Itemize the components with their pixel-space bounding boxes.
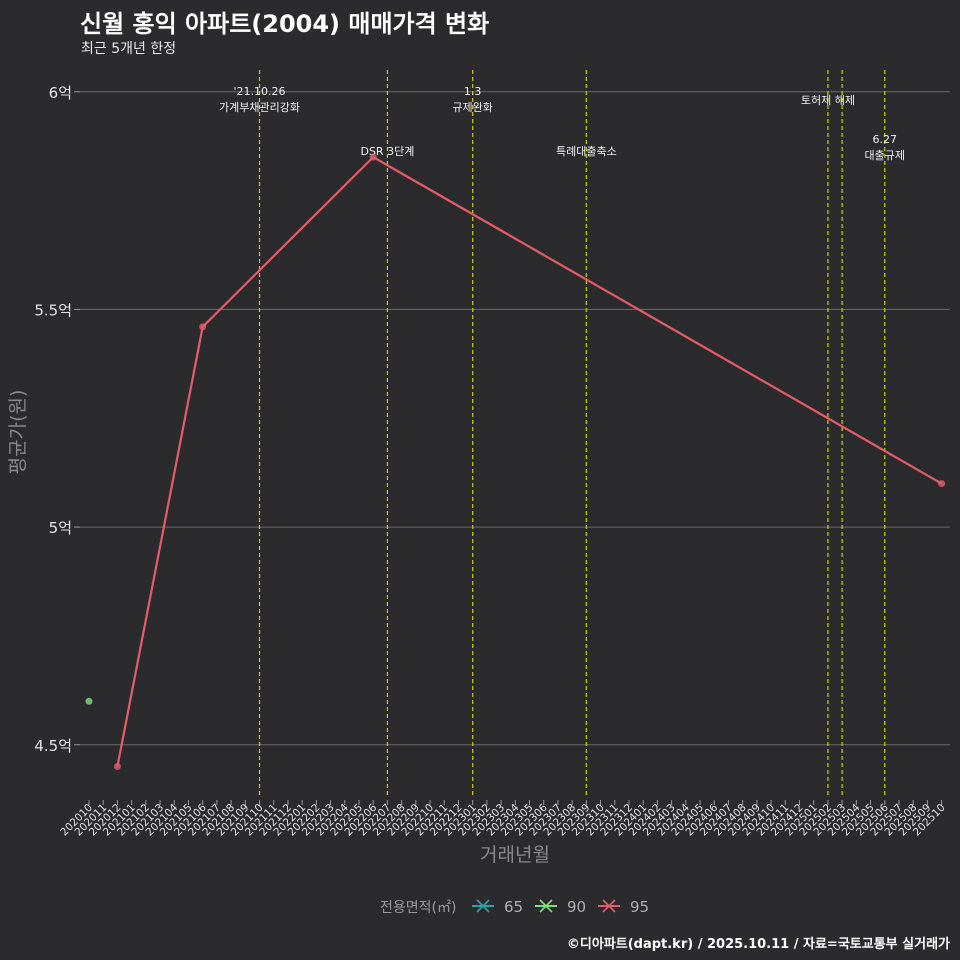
legend-swatch-cross: [602, 899, 616, 913]
event-label: 가계부채관리강화: [219, 101, 300, 114]
event-label: 규제완화: [452, 101, 492, 114]
event-label: DSR 3단계: [360, 145, 414, 158]
data-point-90: [85, 697, 93, 705]
data-point-95: [369, 153, 377, 161]
event-label: '21.10.26: [234, 85, 286, 98]
y-axis-title: 평균가(원): [7, 390, 29, 475]
series-line-95: [116, 155, 943, 767]
chart-subtitle: 최근 5개년 한정: [81, 41, 177, 57]
source-caption: ©디아파트(dapt.kr) / 2025.10.11 / 자료=국토교통부 실…: [566, 937, 950, 952]
legend-item-90: 90: [535, 898, 586, 916]
legend-item-65: 65: [472, 898, 523, 916]
chart-title: 신월 홍익 아파트(2004) 매매가격 변화: [80, 10, 490, 38]
axes: 4.5억5억5.5억6억2020102020112020122021012021…: [34, 84, 947, 839]
data-point-95: [938, 480, 946, 488]
x-axis-title: 거래년월: [480, 844, 550, 866]
event-label: 6.27: [873, 133, 898, 146]
y-tick-label: 6억: [49, 84, 72, 102]
legend-swatch-cross: [476, 899, 490, 913]
y-tick-label: 5억: [49, 519, 72, 537]
event-label: 토허제 해제: [801, 93, 855, 107]
legend-swatch-cross: [539, 899, 553, 913]
event-label: 대출규제: [865, 149, 905, 162]
legend-label: 90: [567, 898, 586, 916]
data-series: [85, 153, 946, 771]
legend-title: 전용면적(㎡): [380, 900, 456, 916]
legend-label: 95: [630, 898, 649, 916]
y-tick-label: 4.5억: [34, 737, 72, 755]
data-point-95: [113, 763, 121, 771]
event-label: 특례대출축소: [556, 145, 617, 158]
y-tick-label: 5.5억: [34, 301, 72, 319]
event-label: 1.3: [464, 85, 482, 98]
legend: 전용면적(㎡) 65 90 95: [380, 898, 649, 916]
data-point-95: [199, 323, 207, 331]
legend-label: 65: [504, 898, 523, 916]
grid-lines: [80, 91, 950, 746]
legend-item-95: 95: [598, 898, 649, 916]
